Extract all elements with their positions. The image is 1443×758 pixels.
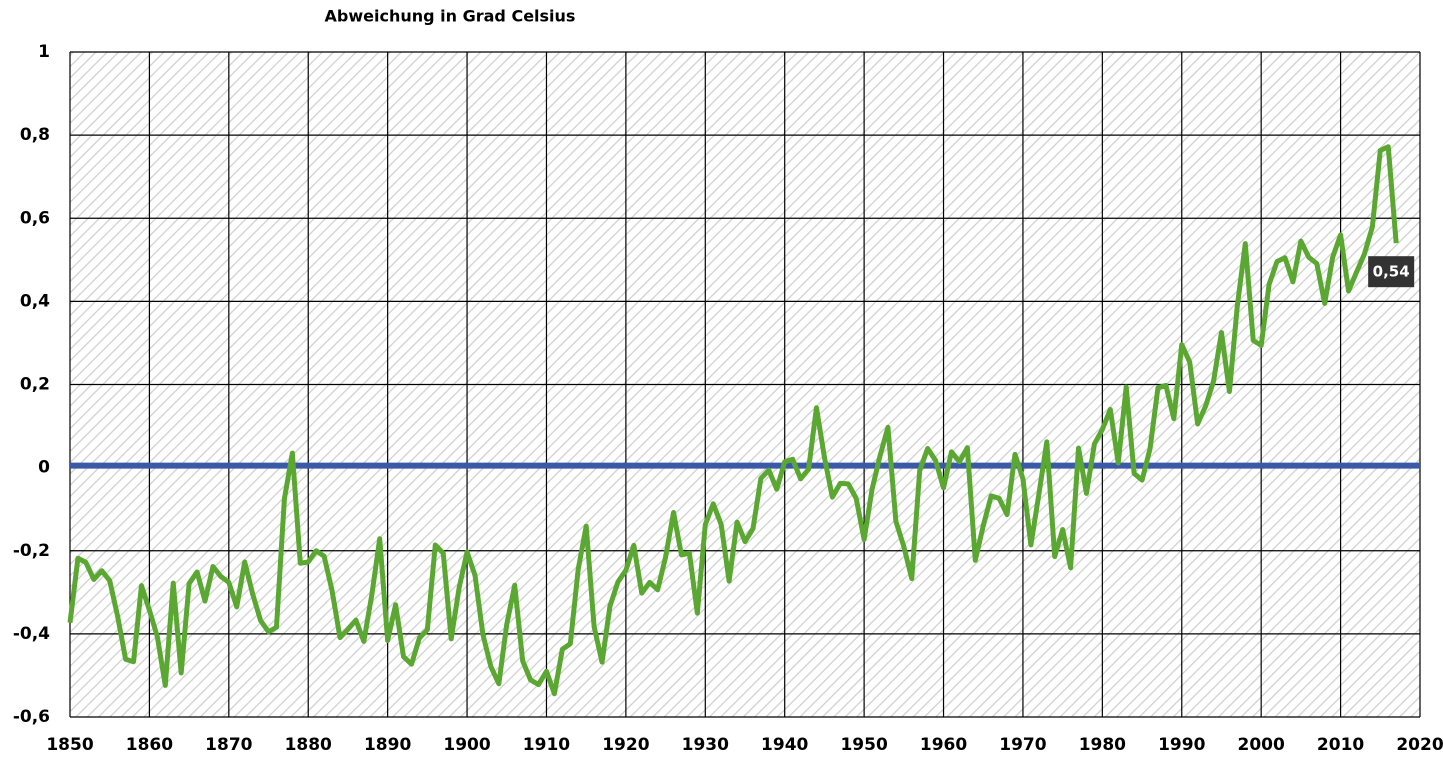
y-tick-label: 0,8 <box>20 125 50 145</box>
x-tick-label: 2020 <box>1396 735 1443 755</box>
y-tick-label: 1 <box>38 42 50 62</box>
x-tick-label: 1870 <box>205 735 252 755</box>
y-tick-label: 0,2 <box>20 375 50 395</box>
y-tick-label: 0,4 <box>20 291 50 311</box>
x-tick-label: 1850 <box>46 735 93 755</box>
x-tick-label: 1920 <box>602 735 649 755</box>
y-tick-label: 0 <box>38 458 50 478</box>
x-tick-label: 1880 <box>285 735 332 755</box>
x-tick-label: 1860 <box>126 735 173 755</box>
value-label: 0,54 <box>1373 263 1410 281</box>
chart-title: Abweichung in Grad Celsius <box>325 7 576 26</box>
x-tick-label: 2010 <box>1317 735 1364 755</box>
y-tick-label: -0,2 <box>13 541 50 561</box>
x-tick-label: 1940 <box>761 735 808 755</box>
x-tick-label: 1900 <box>443 735 490 755</box>
x-tick-label: 1910 <box>523 735 570 755</box>
x-tick-label: 1890 <box>364 735 411 755</box>
x-tick-label: 2000 <box>1238 735 1285 755</box>
x-tick-label: 1960 <box>920 735 967 755</box>
x-tick-label: 1970 <box>999 735 1046 755</box>
x-tick-label: 1990 <box>1158 735 1205 755</box>
x-tick-label: 1950 <box>840 735 887 755</box>
x-tick-label: 1930 <box>682 735 729 755</box>
x-tick-label: 1980 <box>1079 735 1126 755</box>
y-tick-label: 0,6 <box>20 208 50 228</box>
y-tick-label: -0,6 <box>13 707 50 727</box>
y-tick-label: -0,4 <box>13 624 50 644</box>
data-line <box>67 144 1399 697</box>
value-label-box <box>1368 256 1415 288</box>
